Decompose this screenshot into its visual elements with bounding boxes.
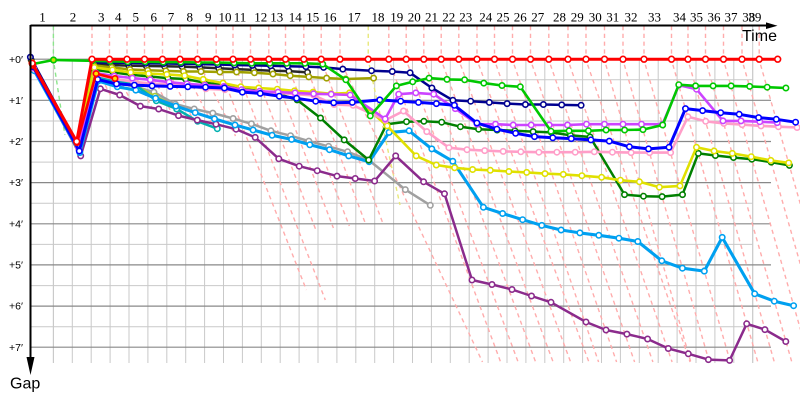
svg-text:Time: Time <box>742 28 777 45</box>
svg-text:25: 25 <box>497 10 510 25</box>
svg-text:12: 12 <box>254 10 267 25</box>
svg-text:28: 28 <box>553 10 566 25</box>
svg-text:37: 37 <box>725 10 739 25</box>
svg-text:27: 27 <box>531 10 545 25</box>
svg-text:3: 3 <box>98 10 105 25</box>
svg-text:17: 17 <box>348 10 362 25</box>
svg-text:+3′: +3′ <box>9 177 23 189</box>
svg-text:20: 20 <box>408 10 421 25</box>
svg-text:33: 33 <box>648 10 661 25</box>
svg-text:+7′: +7′ <box>9 342 23 354</box>
svg-text:29: 29 <box>571 10 584 25</box>
svg-text:7: 7 <box>168 10 175 25</box>
svg-text:4: 4 <box>115 10 122 25</box>
svg-text:38: 38 <box>742 10 755 25</box>
svg-text:11: 11 <box>234 10 247 25</box>
svg-text:+0′: +0′ <box>9 54 23 66</box>
svg-text:15: 15 <box>306 10 319 25</box>
svg-text:31: 31 <box>606 10 619 25</box>
svg-text:26: 26 <box>514 10 528 25</box>
svg-text:35: 35 <box>690 10 703 25</box>
svg-text:30: 30 <box>589 10 602 25</box>
svg-text:10: 10 <box>219 10 232 25</box>
svg-text:6: 6 <box>150 10 157 25</box>
svg-text:+4′: +4′ <box>9 218 23 230</box>
svg-text:21: 21 <box>425 10 438 25</box>
svg-text:+1′: +1′ <box>9 95 23 107</box>
svg-text:9: 9 <box>205 10 212 25</box>
svg-text:1: 1 <box>39 10 46 25</box>
svg-text:+5′: +5′ <box>9 260 23 272</box>
svg-text:14: 14 <box>289 10 303 25</box>
svg-text:32: 32 <box>625 10 638 25</box>
svg-text:36: 36 <box>708 10 722 25</box>
svg-text:22: 22 <box>442 10 455 25</box>
svg-text:8: 8 <box>186 10 193 25</box>
svg-text:Gap: Gap <box>10 376 40 393</box>
svg-text:+6′: +6′ <box>9 301 23 313</box>
svg-text:18: 18 <box>372 10 385 25</box>
svg-text:+2′: +2′ <box>9 136 23 148</box>
svg-text:13: 13 <box>270 10 283 25</box>
svg-text:23: 23 <box>459 10 472 25</box>
svg-text:34: 34 <box>673 10 687 25</box>
svg-text:19: 19 <box>390 10 403 25</box>
svg-text:16: 16 <box>324 10 338 25</box>
svg-text:2: 2 <box>70 10 77 25</box>
svg-text:24: 24 <box>479 10 493 25</box>
svg-text:5: 5 <box>132 10 139 25</box>
svg-text:39: 39 <box>748 10 761 25</box>
